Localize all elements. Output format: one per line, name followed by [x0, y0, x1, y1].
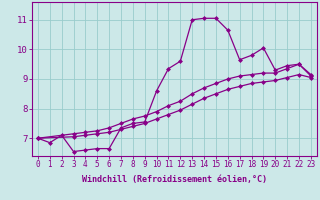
- X-axis label: Windchill (Refroidissement éolien,°C): Windchill (Refroidissement éolien,°C): [82, 175, 267, 184]
